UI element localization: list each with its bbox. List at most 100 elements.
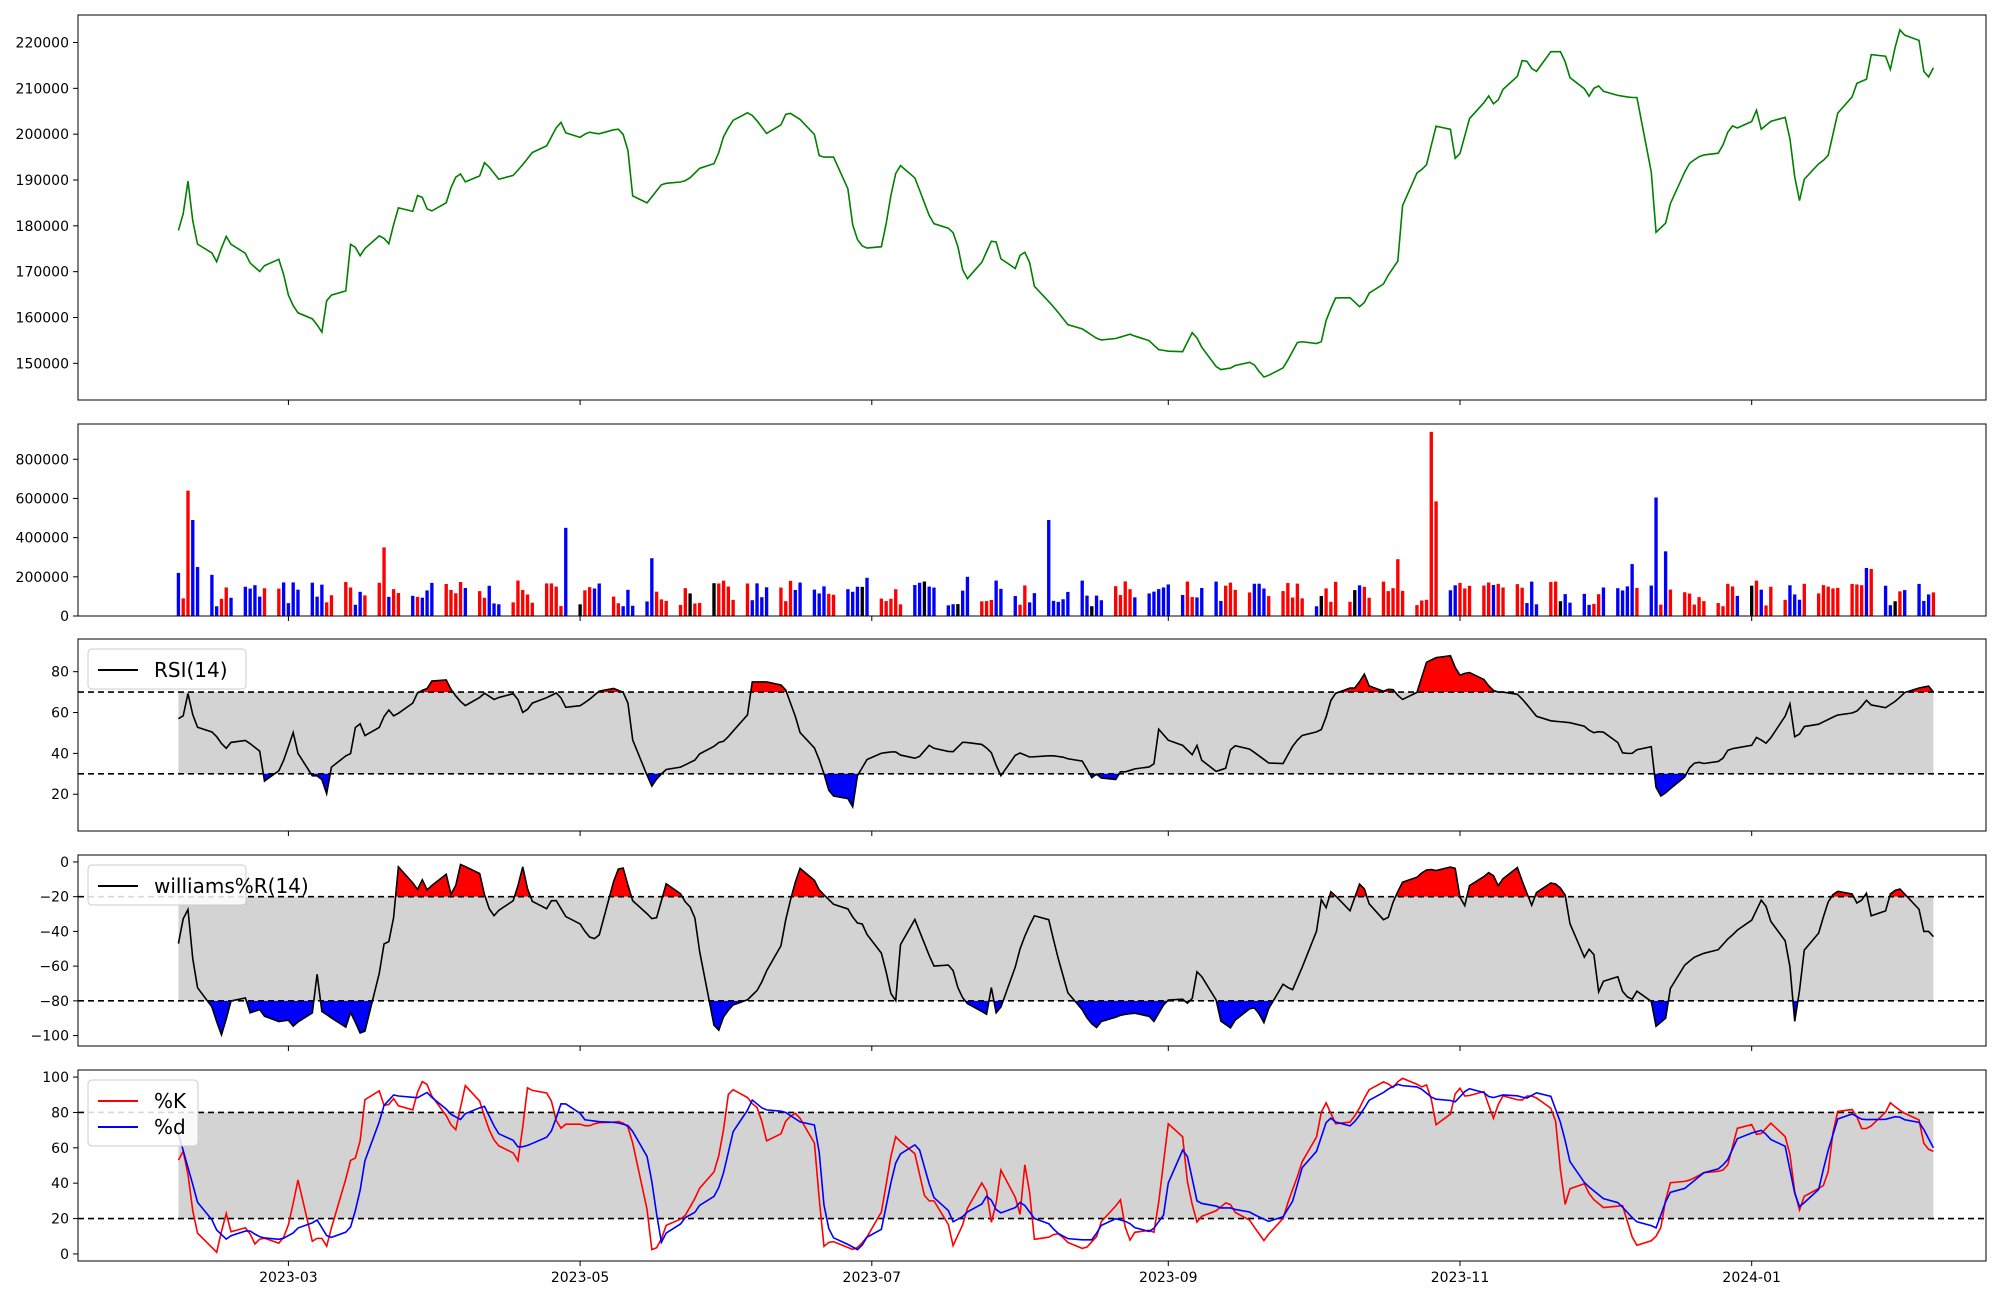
volume-bar	[219, 598, 224, 616]
volume-bar	[1353, 590, 1357, 616]
volume-bar	[1549, 581, 1553, 616]
volume-bar	[1668, 589, 1673, 616]
volume-bar	[965, 576, 970, 616]
volume-bar	[181, 598, 185, 616]
volume-bar	[664, 600, 668, 616]
volume-bar	[898, 604, 903, 616]
volume-bar	[1233, 589, 1237, 616]
volume-bar	[215, 606, 219, 616]
price-ytick-label: 160000	[16, 311, 69, 327]
volume-bar	[1797, 599, 1802, 616]
volume-bar	[1788, 585, 1792, 616]
volume-bar	[210, 574, 214, 616]
volume-bar	[1769, 586, 1773, 616]
volume-bar	[516, 580, 520, 616]
rsi-oversold-fill	[263, 773, 1687, 807]
volume-bar	[616, 603, 621, 616]
volume-bar	[1759, 589, 1763, 616]
volume-bar	[396, 592, 401, 616]
volume-bar	[1300, 598, 1304, 616]
volume-bar	[1697, 597, 1701, 616]
volume-bar	[1295, 583, 1300, 616]
volume-bar	[544, 583, 549, 616]
stoch-legend: %K%d	[87, 1079, 199, 1147]
volume-bar	[1530, 581, 1534, 616]
volume-bar	[258, 596, 262, 616]
volume-bar	[1582, 593, 1586, 616]
stoch-ytick-label: 20	[51, 1212, 69, 1228]
volume-bar	[1659, 604, 1663, 616]
volume-bar	[1219, 600, 1223, 616]
volume-bar	[1267, 596, 1271, 616]
volume-bar	[281, 582, 286, 616]
volume-bar	[650, 558, 654, 616]
williams-ytick-label: −40	[39, 924, 69, 940]
williams-legend-label: williams%R(14)	[154, 874, 309, 898]
volume-bar	[894, 589, 898, 616]
volume-bar	[884, 601, 888, 616]
volume-bar	[946, 605, 950, 616]
volume-bar	[1051, 600, 1056, 616]
volume-bar	[760, 597, 764, 616]
volume-bar	[1056, 601, 1060, 616]
volume-bar	[415, 596, 420, 616]
volume-bar	[195, 567, 200, 616]
volume-bar	[865, 577, 869, 616]
price-panel-frame	[77, 14, 1987, 401]
volume-bar	[750, 600, 754, 616]
williams-panel-frame	[77, 854, 1987, 1047]
volume-bar	[353, 604, 358, 616]
volume-bar	[291, 582, 295, 616]
volume-bar	[1381, 581, 1386, 616]
volume-bar	[1396, 559, 1400, 616]
volume-bar	[932, 587, 936, 616]
volume-bars	[176, 431, 1936, 616]
volume-bar	[879, 598, 884, 616]
volume-bar	[1118, 595, 1123, 616]
volume-bar	[1252, 583, 1257, 616]
volume-bar	[1515, 584, 1520, 616]
volume-bar	[444, 583, 448, 616]
volume-bar	[521, 589, 525, 616]
volume-bar	[1128, 589, 1132, 616]
volume-bar	[1147, 593, 1151, 616]
volume-bar	[1281, 591, 1285, 616]
volume-bar	[1013, 596, 1017, 616]
price-ytick-label: 180000	[16, 219, 69, 235]
volume-bar	[1620, 590, 1625, 616]
volume-bar	[191, 520, 195, 616]
volume-bar	[344, 582, 348, 616]
volume-bar	[430, 582, 434, 616]
volume-bar	[1692, 604, 1696, 616]
volume-bar	[1453, 585, 1457, 616]
price-ytick-label: 220000	[16, 36, 69, 52]
volume-bar	[1568, 602, 1572, 616]
volume-bar	[1735, 595, 1740, 616]
volume-bar	[659, 599, 664, 616]
volume-bar	[1592, 603, 1596, 616]
volume-bar	[1917, 583, 1921, 616]
volume-bar	[631, 605, 635, 616]
volume-bar	[654, 591, 659, 616]
volume-bar	[583, 590, 587, 616]
volume-bar	[1482, 585, 1486, 616]
price-ytick-label: 150000	[16, 356, 69, 372]
volume-bar	[320, 584, 324, 616]
williams-ytick-label: −100	[31, 1029, 69, 1045]
volume-bar	[956, 604, 960, 616]
volume-bar	[1185, 581, 1190, 616]
volume-bar	[420, 597, 424, 616]
volume-bar	[1195, 597, 1199, 616]
volume-bar	[917, 582, 922, 616]
volume-bar	[922, 581, 927, 616]
volume-bar	[377, 582, 381, 616]
williams-ytick-label: −60	[39, 959, 69, 975]
williams-legend-box	[87, 864, 247, 906]
volume-bar	[1898, 591, 1902, 616]
volume-bar	[1826, 586, 1830, 616]
volume-bar	[530, 602, 534, 616]
volume-bar	[578, 604, 582, 616]
volume-bar	[1616, 588, 1620, 616]
volume-bar	[1247, 592, 1252, 616]
